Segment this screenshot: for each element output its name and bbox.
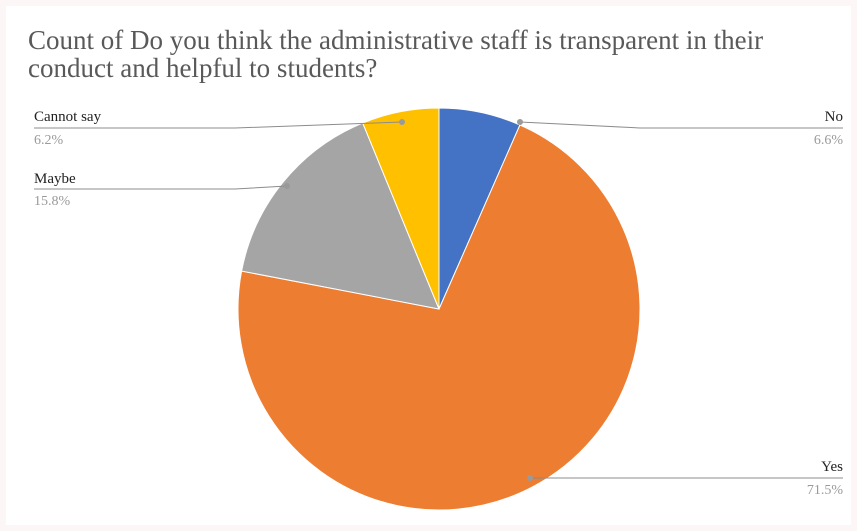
slice-percent-yes: 71.5% [807, 483, 844, 498]
slice-percent-cannot-say: 6.2% [34, 133, 64, 148]
leader-dot-cannot-say [399, 119, 405, 125]
chart-title: Count of Do you think the administrative… [28, 25, 764, 83]
leader-dot-no [517, 119, 523, 125]
slice-label-no: No [825, 109, 843, 125]
slice-percent-maybe: 15.8% [34, 194, 71, 209]
slice-label-yes: Yes [821, 459, 843, 475]
leader-line-maybe [34, 185, 288, 190]
leader-dot-maybe [284, 183, 290, 189]
slice-label-cannot-say: Cannot say [34, 109, 102, 125]
slice-label-maybe: Maybe [34, 171, 76, 187]
pie-slice-yes[interactable] [237, 124, 641, 511]
slice-percent-no: 6.6% [814, 133, 844, 148]
leader-dot-yes [527, 475, 533, 481]
leader-line-no [519, 121, 843, 129]
leader-line-cannot-say [34, 121, 403, 129]
pie-slice-maybe[interactable] [241, 122, 440, 310]
